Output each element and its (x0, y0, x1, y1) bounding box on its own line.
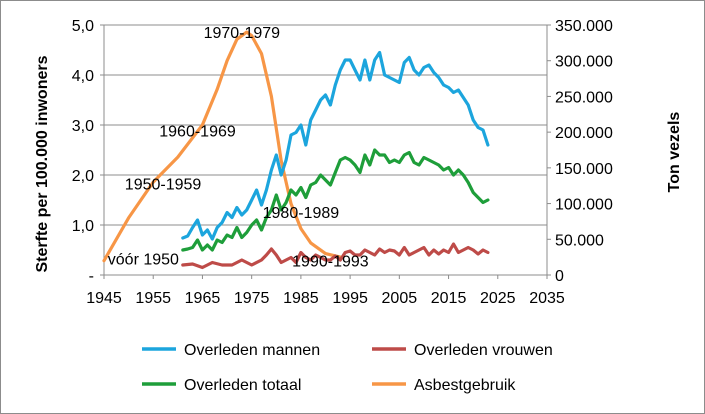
period-label: 1990-1993 (292, 253, 369, 270)
period-label: 1970-1979 (204, 25, 281, 42)
y2-tick-label: 0 (555, 268, 564, 285)
y-tick-label: 2,0 (72, 168, 94, 185)
legend-label-overleden-mannen: Overleden mannen (184, 342, 320, 359)
y-tick-label: 5,0 (72, 18, 94, 35)
legend-label-asbestgebruik: Asbestgebruik (414, 377, 516, 394)
axes: - 1,0 2,0 3,0 4,0 5,0 0 50.000 100.000 150.000 200… (72, 18, 613, 307)
y2-tick-label: 300.000 (555, 54, 613, 71)
x-tick-label: 2035 (529, 290, 565, 307)
x-tick-label: 2005 (382, 290, 418, 307)
x-tick-label: 1985 (283, 290, 319, 307)
y-tick-label: - (89, 268, 94, 285)
x-tick-label: 1945 (86, 290, 122, 307)
series-lines (102, 30, 490, 270)
series-line-asbestgebruik (102, 30, 342, 263)
x-tick-label: 1995 (332, 290, 368, 307)
x-tick-label: 1965 (185, 290, 221, 307)
period-label: 1980-1989 (263, 205, 340, 222)
period-label: 1960-1969 (159, 123, 236, 140)
y-tick-label: 1,0 (72, 218, 94, 235)
y2-tick-label: 250.000 (555, 89, 613, 106)
y2-tick-label: 150.000 (555, 161, 613, 178)
y-axis-title: Sterfte per 100.000 inwoners (34, 55, 51, 272)
y2-axis-title: Ton vezels (666, 112, 683, 193)
gridlines (104, 24, 547, 226)
series-line-overleden-vrouwen (181, 242, 490, 270)
x-tick-label: 1975 (234, 290, 270, 307)
period-label: vóór 1950 (108, 251, 179, 268)
x-tick-label: 2015 (431, 290, 467, 307)
series-line-overleden-totaal (181, 148, 490, 252)
y-tick-label: 4,0 (72, 68, 94, 85)
y2-tick-label: 200.000 (555, 125, 613, 142)
legend-label-overleden-totaal: Overleden totaal (184, 377, 301, 394)
legend-label-overleden-vrouwen: Overleden vrouwen (414, 342, 553, 359)
series-line-overleden-mannen (181, 50, 490, 241)
y2-tick-label: 350.000 (555, 18, 613, 35)
period-label: 1950-1959 (125, 176, 202, 193)
legend: Overleden mannen Overleden vrouwen Overled… (142, 342, 553, 394)
x-tick-label: 1955 (135, 290, 171, 307)
y2-tick-label: 100.000 (555, 197, 613, 214)
x-tick-label: 2025 (480, 290, 516, 307)
y-tick-label: 3,0 (72, 118, 94, 135)
y2-tick-label: 50.000 (555, 232, 604, 249)
annotations: vóór 1950 1950-1959 1960-1969 1970-1979 1980… (108, 25, 369, 271)
